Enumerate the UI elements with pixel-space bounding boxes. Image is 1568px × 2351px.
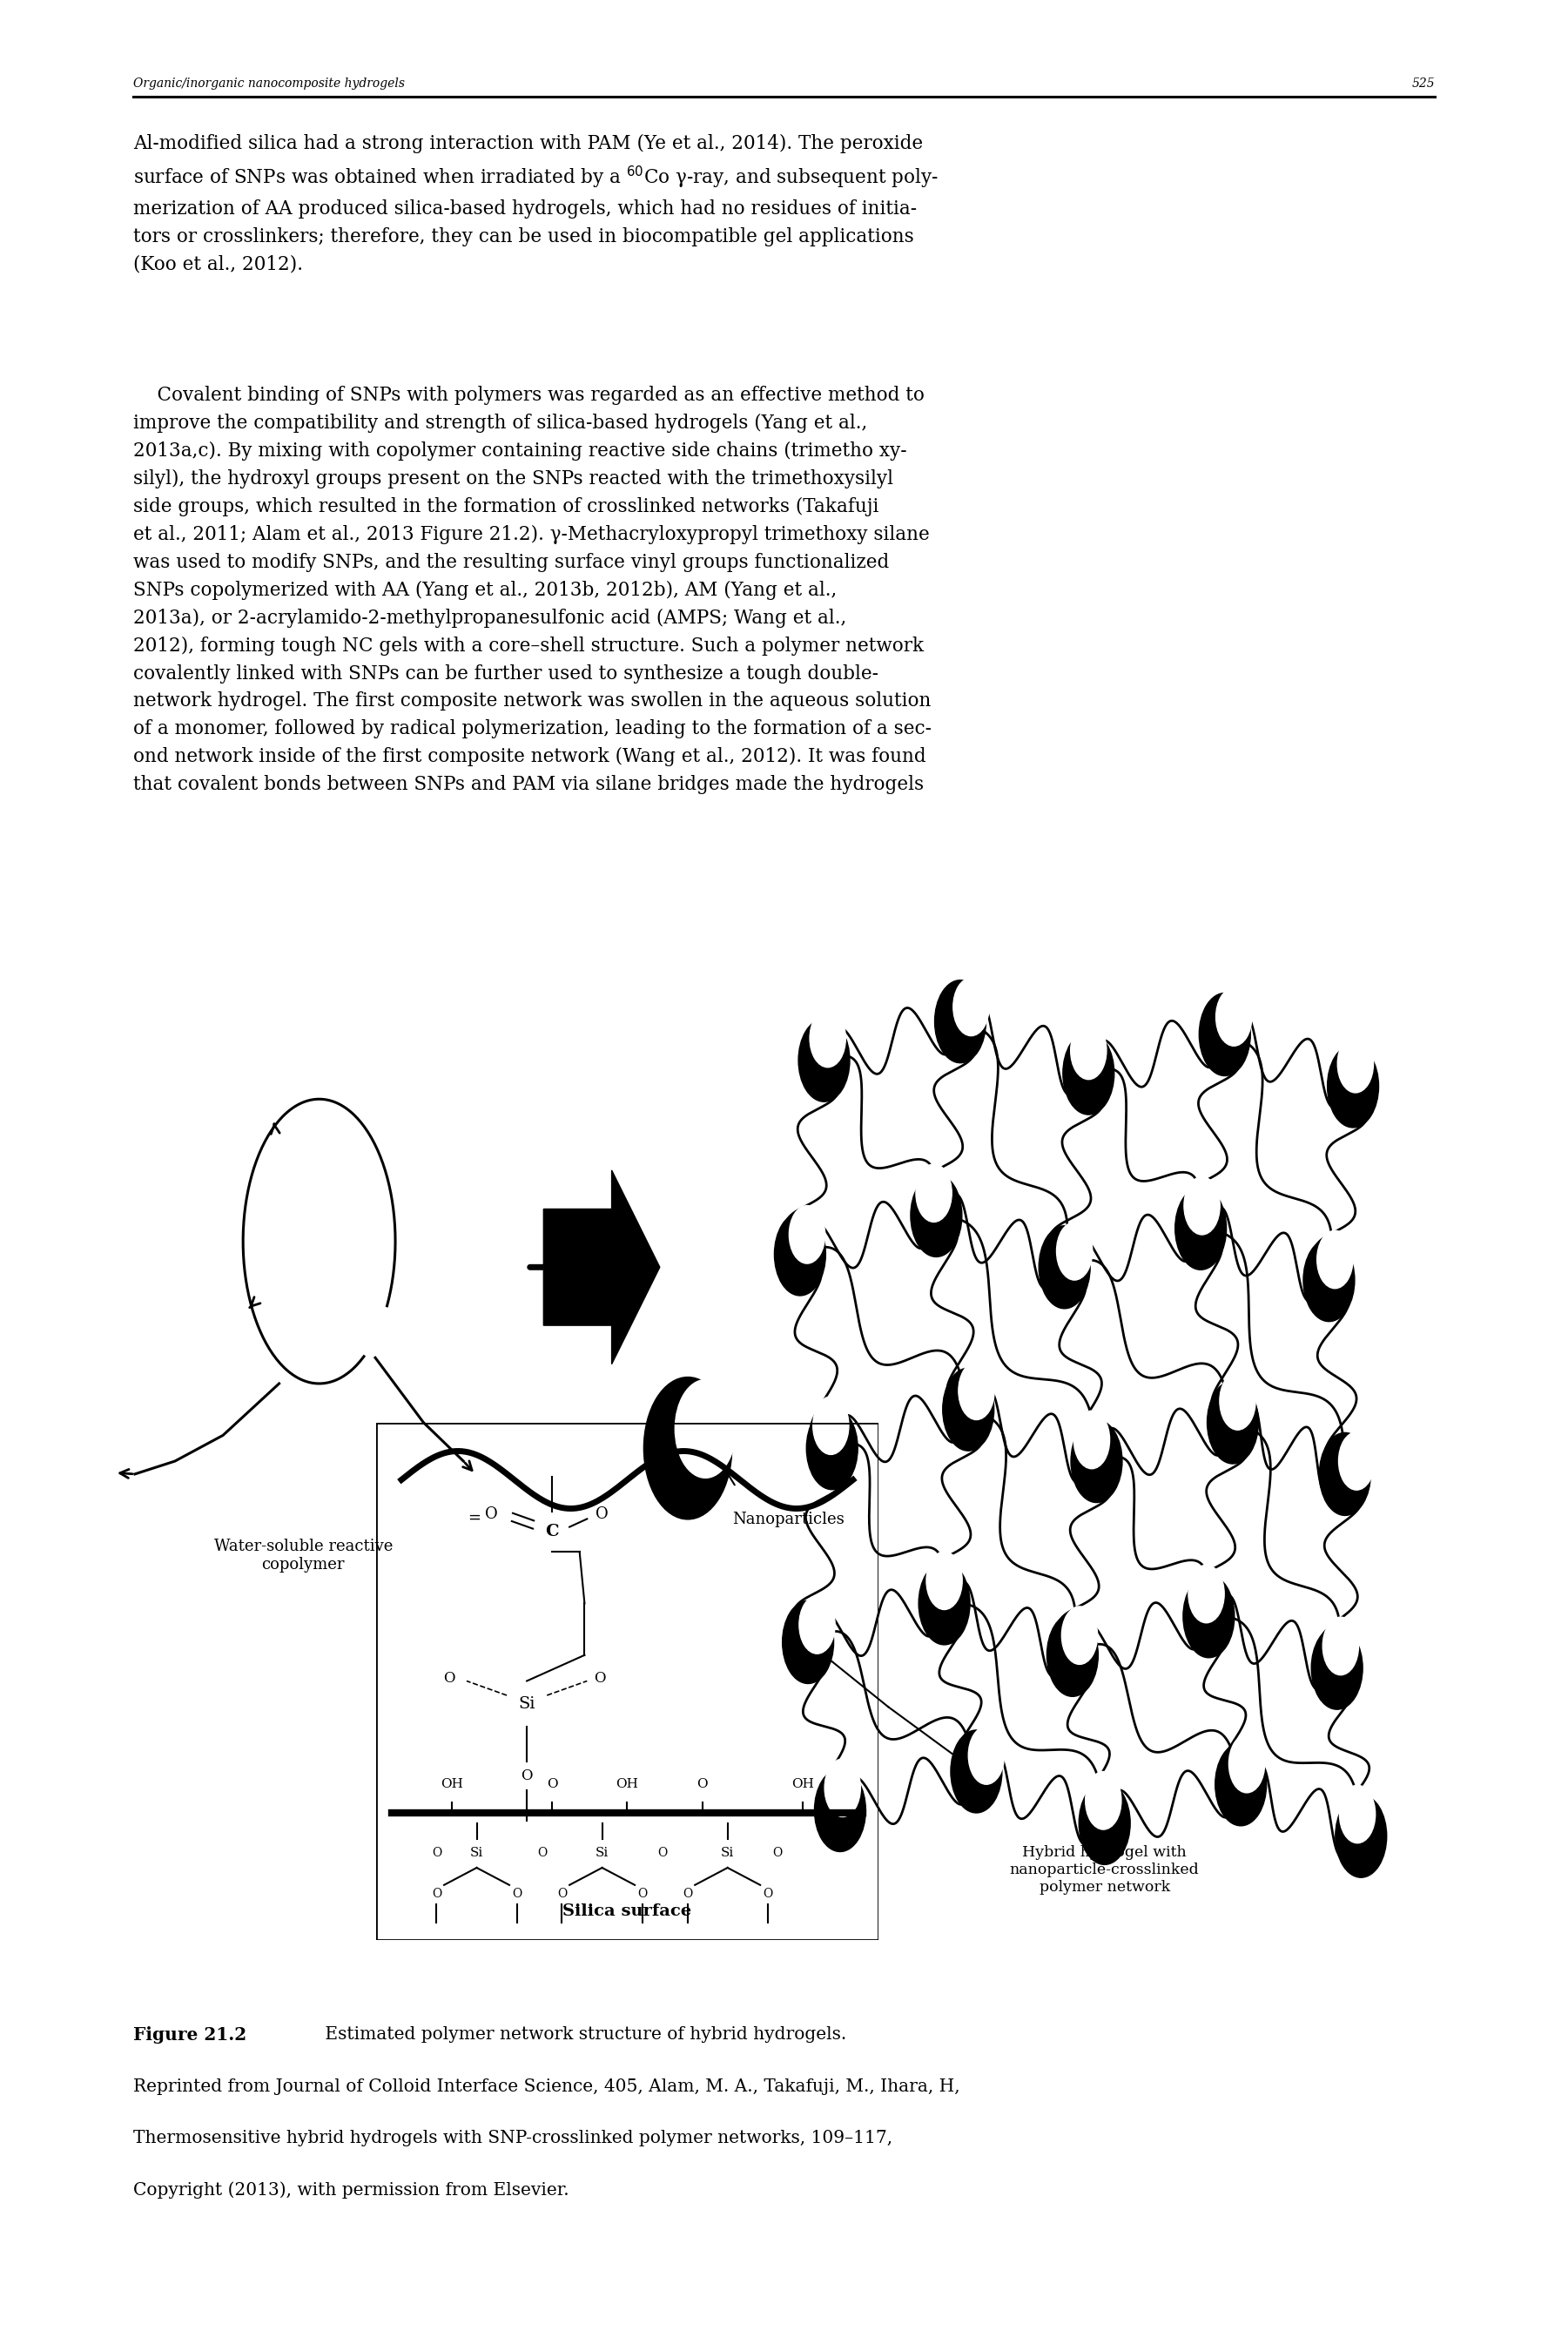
Circle shape: [1215, 1742, 1267, 1827]
Circle shape: [1303, 1239, 1355, 1321]
Circle shape: [1338, 1034, 1374, 1093]
Text: O: O: [682, 1888, 693, 1900]
Circle shape: [1311, 1627, 1363, 1709]
Circle shape: [1079, 1782, 1131, 1864]
Circle shape: [1071, 1023, 1107, 1079]
Circle shape: [1319, 1432, 1370, 1516]
Circle shape: [1184, 1575, 1234, 1657]
Circle shape: [674, 1380, 735, 1479]
Text: OH: OH: [616, 1777, 638, 1791]
Circle shape: [1040, 1225, 1090, 1310]
Text: Si: Si: [721, 1848, 734, 1860]
Circle shape: [1057, 1223, 1093, 1279]
Text: O: O: [657, 1848, 668, 1860]
Text: O: O: [521, 1768, 533, 1782]
Text: O: O: [486, 1507, 499, 1521]
Circle shape: [1323, 1617, 1358, 1674]
Circle shape: [1220, 1373, 1256, 1429]
Circle shape: [800, 1596, 836, 1653]
Circle shape: [969, 1726, 1004, 1784]
Circle shape: [942, 1368, 994, 1451]
Circle shape: [911, 1173, 961, 1258]
Circle shape: [1062, 1606, 1098, 1665]
Text: O: O: [546, 1777, 558, 1791]
Text: OH: OH: [441, 1777, 463, 1791]
Circle shape: [1085, 1773, 1121, 1829]
Circle shape: [916, 1164, 952, 1223]
Text: OH: OH: [792, 1777, 814, 1791]
Circle shape: [953, 978, 989, 1037]
Text: Thermosensitive hybrid hydrogels with SNP-crosslinked polymer networks, 109–117,: Thermosensitive hybrid hydrogels with SN…: [133, 2130, 892, 2146]
Circle shape: [644, 1378, 732, 1519]
Circle shape: [950, 1730, 1002, 1813]
Text: Si: Si: [470, 1848, 483, 1860]
Text: Nanoparticles: Nanoparticles: [732, 1512, 844, 1528]
Circle shape: [1074, 1411, 1110, 1469]
Text: Water-soluble reactive
copolymer: Water-soluble reactive copolymer: [213, 1540, 392, 1573]
Circle shape: [1339, 1432, 1375, 1491]
Circle shape: [1071, 1420, 1123, 1502]
Circle shape: [775, 1213, 826, 1295]
Text: Figure 21.2: Figure 21.2: [133, 2027, 246, 2043]
Text: Organic/inorganic nanocomposite hydrogels: Organic/inorganic nanocomposite hydrogel…: [133, 78, 405, 89]
Text: Copyright (2013), with permission from Elsevier.: Copyright (2013), with permission from E…: [133, 2182, 569, 2198]
Text: O: O: [596, 1507, 608, 1521]
Circle shape: [825, 1759, 861, 1817]
Circle shape: [958, 1361, 994, 1420]
Text: C: C: [546, 1523, 558, 1540]
Circle shape: [935, 980, 986, 1063]
Circle shape: [1328, 1044, 1378, 1128]
Circle shape: [1200, 992, 1250, 1077]
Text: O: O: [431, 1848, 442, 1860]
Circle shape: [809, 1009, 845, 1067]
Circle shape: [1174, 1187, 1226, 1270]
Text: O: O: [762, 1888, 773, 1900]
Circle shape: [927, 1552, 963, 1610]
Text: O: O: [557, 1888, 568, 1900]
Circle shape: [782, 1601, 834, 1683]
Text: O: O: [773, 1848, 782, 1860]
Text: O: O: [696, 1777, 709, 1791]
Circle shape: [1063, 1032, 1115, 1114]
Circle shape: [1339, 1784, 1375, 1843]
Text: Silica surface: Silica surface: [563, 1902, 691, 1918]
Text: Si: Si: [519, 1695, 535, 1712]
Text: O: O: [511, 1888, 522, 1900]
Circle shape: [1189, 1566, 1225, 1622]
Circle shape: [789, 1206, 825, 1262]
Circle shape: [1047, 1613, 1098, 1697]
Circle shape: [1184, 1178, 1220, 1234]
Circle shape: [1229, 1735, 1265, 1794]
Polygon shape: [544, 1171, 660, 1364]
Circle shape: [1317, 1230, 1353, 1288]
Circle shape: [1215, 987, 1251, 1046]
Text: Covalent binding of SNPs with polymers was regarded as an effective method to
im: Covalent binding of SNPs with polymers w…: [133, 386, 931, 795]
Text: 525: 525: [1411, 78, 1435, 89]
Circle shape: [798, 1018, 850, 1103]
Circle shape: [1336, 1794, 1386, 1878]
Text: Si: Si: [596, 1848, 608, 1860]
Text: O: O: [637, 1888, 648, 1900]
Text: Estimated polymer network structure of hybrid hydrogels.: Estimated polymer network structure of h…: [320, 2027, 847, 2043]
Circle shape: [812, 1396, 848, 1455]
Circle shape: [806, 1406, 858, 1491]
Text: O: O: [594, 1672, 605, 1686]
Text: Al-modified silica had a strong interaction with PAM (Ye et al., 2014). The pero: Al-modified silica had a strong interact…: [133, 134, 938, 275]
Circle shape: [919, 1561, 971, 1646]
Text: Reprinted from Journal of Colloid Interface Science, 405, Alam, M. A., Takafuji,: Reprinted from Journal of Colloid Interf…: [133, 2078, 960, 2095]
Text: O: O: [444, 1672, 455, 1686]
Circle shape: [1207, 1380, 1259, 1465]
Text: =: =: [467, 1509, 481, 1526]
Text: O: O: [431, 1888, 442, 1900]
Text: O: O: [536, 1848, 547, 1860]
Text: Hybrid hydrogel with
nanoparticle-crosslinked
polymer network: Hybrid hydrogel with nanoparticle-crossl…: [1010, 1846, 1200, 1895]
Circle shape: [814, 1768, 866, 1853]
